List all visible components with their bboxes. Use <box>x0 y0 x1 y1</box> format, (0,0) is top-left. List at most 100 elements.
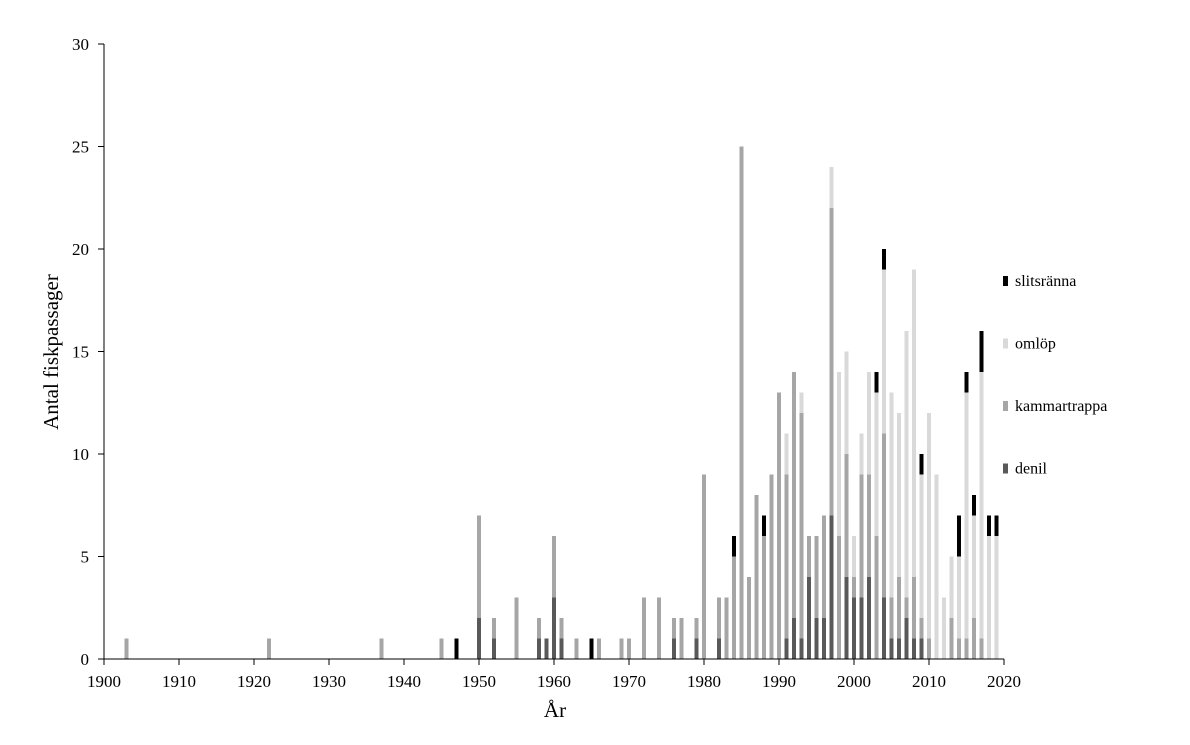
bar-omlöp-2000 <box>852 536 856 577</box>
bar-kammartrappa-1974 <box>657 597 661 659</box>
x-tick-label: 1960 <box>537 672 571 691</box>
legend-swatch-omlöp <box>1003 338 1008 349</box>
y-tick-label: 30 <box>72 35 89 54</box>
bar-denil-1958 <box>537 638 541 659</box>
bar-denil-1952 <box>492 638 496 659</box>
bar-kammartrappa-1993 <box>799 413 804 639</box>
bar-omlöp-2017 <box>979 372 984 639</box>
x-tick-label: 1930 <box>312 672 346 691</box>
bar-kammartrappa-1961 <box>559 618 564 639</box>
bar-kammartrappa-1999 <box>844 454 849 577</box>
bar-kammartrappa-1987 <box>754 495 759 659</box>
bar-kammartrappa-2017 <box>979 638 984 659</box>
bar-kammartrappa-1992 <box>792 372 796 618</box>
y-tick-label: 20 <box>72 240 89 259</box>
x-tick-label: 1950 <box>462 672 496 691</box>
bar-slitsränna-2009 <box>919 454 924 475</box>
x-tick-label: 1980 <box>687 672 721 691</box>
bar-kammartrappa-1990 <box>777 392 781 659</box>
bar-kammartrappa-2013 <box>949 618 954 659</box>
y-axis-title: Antal fiskpassager <box>39 274 63 430</box>
bar-denil-1996 <box>822 618 826 659</box>
bar-kammartrappa-1950 <box>477 515 481 618</box>
bar-denil-1979 <box>694 638 699 659</box>
legend-label-omlöp: omlöp <box>1015 336 1056 353</box>
bar-denil-1995 <box>814 618 819 659</box>
bar-kammartrappa-1958 <box>537 618 541 639</box>
bar-omlöp-2013 <box>949 556 954 618</box>
bar-kammartrappa-1922 <box>267 638 271 659</box>
bar-omlöp-2008 <box>912 269 916 577</box>
bar-denil-1976 <box>672 638 676 659</box>
axes-layer <box>98 43 1005 665</box>
bar-omlöp-2012 <box>942 597 946 659</box>
y-tick-label: 25 <box>72 138 89 157</box>
bar-kammartrappa-1945 <box>439 638 444 659</box>
bar-denil-1960 <box>552 597 556 659</box>
bar-kammartrappa-1997 <box>829 208 834 516</box>
bar-kammartrappa-1994 <box>807 536 811 577</box>
bar-denil-1959 <box>544 638 549 659</box>
bar-kammartrappa-2001 <box>859 474 864 598</box>
bar-denil-1997 <box>829 515 834 659</box>
bar-denil-2002 <box>867 577 871 659</box>
bar-kammartrappa-2004 <box>882 433 886 598</box>
x-tick-label: 1920 <box>237 672 271 691</box>
bar-denil-2006 <box>897 638 901 659</box>
bar-omlöp-2014 <box>957 556 961 639</box>
bar-omlöp-1993 <box>799 392 804 413</box>
legend-swatch-slitsränna <box>1003 276 1008 286</box>
bar-denil-1991 <box>784 638 789 659</box>
tick-labels-layer: 1900 1910 1920 1930 1940 1950 1960 1970 1980 1990… <box>72 35 1021 691</box>
x-tick-label: 2010 <box>912 672 946 691</box>
bar-kammartrappa-1979 <box>694 618 699 639</box>
bar-slitsränna-1984 <box>732 536 736 557</box>
y-tick-label: 5 <box>81 548 90 567</box>
bar-kammartrappa-1991 <box>784 474 789 639</box>
bar-omlöp-2010 <box>927 413 931 639</box>
bar-denil-1961 <box>559 638 564 659</box>
x-tick-label: 1910 <box>162 672 196 691</box>
bar-denil-1993 <box>799 638 804 659</box>
bar-denil-2007 <box>904 618 909 659</box>
bar-kammartrappa-1969 <box>619 638 624 659</box>
bar-kammartrappa-2009 <box>919 618 924 639</box>
bar-slitsränna-2016 <box>972 495 976 516</box>
bar-denil-1999 <box>844 577 849 659</box>
bar-denil-1994 <box>807 577 811 659</box>
bar-slitsränna-2003 <box>874 372 879 393</box>
bar-kammartrappa-2010 <box>927 638 931 659</box>
bar-omlöp-1998 <box>837 372 841 536</box>
bar-denil-1992 <box>792 618 796 659</box>
bar-slitsränna-2014 <box>957 515 961 557</box>
bar-slitsränna-1965 <box>589 638 594 659</box>
bar-denil-1982 <box>717 638 721 659</box>
bar-kammartrappa-2003 <box>874 536 879 659</box>
bar-kammartrappa-1996 <box>822 515 826 618</box>
bar-kammartrappa-1984 <box>732 556 736 659</box>
bar-kammartrappa-1980 <box>702 474 706 659</box>
y-tick-label: 15 <box>72 343 89 362</box>
x-tick-label: 2000 <box>837 672 871 691</box>
bar-omlöp-2007 <box>904 331 909 598</box>
bar-denil-2009 <box>919 638 924 659</box>
x-tick-label: 1990 <box>762 672 796 691</box>
bar-slitsränna-2004 <box>882 249 886 270</box>
y-tick-label: 10 <box>72 445 89 464</box>
bar-kammartrappa-1983 <box>724 597 729 659</box>
bar-slitsränna-2017 <box>979 331 984 372</box>
bar-kammartrappa-2000 <box>852 577 856 598</box>
legend-label-slitsränna: slitsränna <box>1015 273 1076 290</box>
bar-slitsränna-2018 <box>987 515 991 536</box>
bar-omlöp-2001 <box>859 433 864 475</box>
bar-omlöp-1997 <box>829 167 834 208</box>
bar-kammartrappa-2014 <box>957 638 961 659</box>
bar-denil-2001 <box>859 597 864 659</box>
bar-kammartrappa-1937 <box>379 638 384 659</box>
bar-kammartrappa-1966 <box>597 638 601 659</box>
bar-denil-2005 <box>889 638 894 659</box>
bar-kammartrappa-1989 <box>769 474 774 659</box>
bar-kammartrappa-1995 <box>814 536 819 618</box>
bar-omlöp-2002 <box>867 372 871 475</box>
